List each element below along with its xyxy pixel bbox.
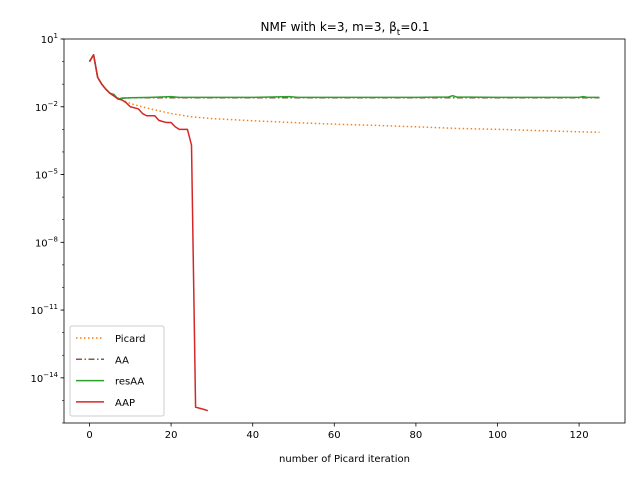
x-tick-label: 100	[488, 430, 507, 441]
y-tick-label: 10−2	[35, 100, 58, 114]
x-tick-label: 0	[86, 430, 92, 441]
series-line-aap	[88, 54, 209, 412]
chart-title-subscript: t	[397, 28, 401, 38]
plot-frame	[63, 38, 626, 424]
x-axis-label: number of Picard iteration	[279, 454, 410, 465]
legend-box	[69, 325, 165, 417]
y-tick-label: 10−8	[35, 235, 58, 249]
x-tick-label: 80	[410, 430, 423, 441]
legend: Picard AA resAA AAP	[69, 325, 165, 417]
legend-label-resaa: resAA	[115, 377, 144, 388]
y-tick-label: 101	[41, 32, 58, 46]
chart-title: NMF with k=3, m=3, βt=0.1	[261, 20, 430, 38]
y-axis: 101 10−2 10−5 10−8 10−11 10−14	[30, 32, 64, 424]
x-tick-label: 120	[570, 430, 589, 441]
y-tick-label: 10−11	[30, 303, 58, 317]
chart-title-tail: =0.1	[400, 20, 429, 34]
x-tick-label: 60	[328, 430, 341, 441]
legend-label-picard: Picard	[115, 334, 146, 345]
x-tick-label: 20	[165, 430, 178, 441]
y-tick-label: 10−14	[30, 371, 58, 385]
legend-label-aa: AA	[115, 355, 129, 366]
y-tick-label: 10−5	[35, 168, 58, 182]
series-layer	[88, 54, 600, 412]
x-tick-label: 40	[246, 430, 259, 441]
legend-label-aap: AAP	[115, 398, 135, 409]
x-axis: 0 20 40 60 80 100 120	[86, 423, 589, 441]
